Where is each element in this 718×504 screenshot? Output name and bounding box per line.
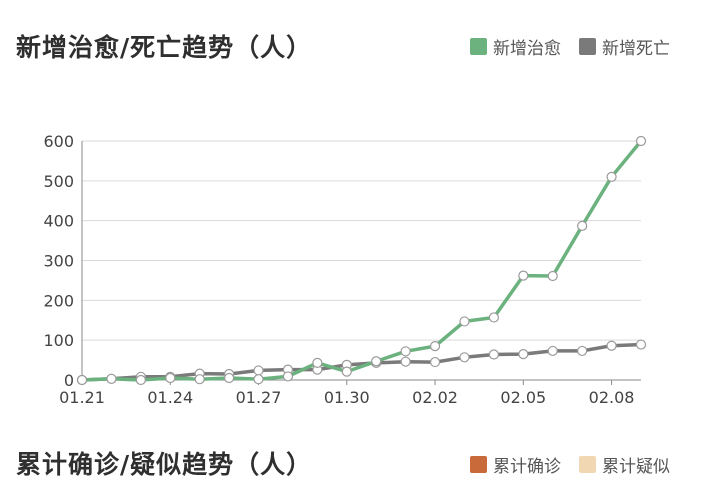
legend-label-total-suspected: 累计疑似	[602, 457, 670, 477]
point-new-deaths-02-05[interactable]	[518, 349, 529, 360]
point-new-deaths-02-01[interactable]	[400, 356, 411, 367]
legend-label-new-deaths: 新增死亡	[602, 39, 670, 59]
x-tick-label-02-02: 02.02	[412, 388, 458, 407]
y-tick-label-300: 300	[43, 252, 74, 271]
point-new-deaths-02-04[interactable]	[488, 349, 499, 360]
point-new-cured-02-05[interactable]	[518, 270, 529, 281]
chart-gridlines	[82, 140, 641, 341]
x-tick-label-02-05: 02.05	[500, 388, 546, 407]
cumulative-chart-legend: 累计确诊 累计疑似	[470, 452, 670, 477]
legend-item-new-cured[interactable]: 新增治愈	[470, 34, 561, 59]
point-new-deaths-02-07[interactable]	[577, 345, 588, 357]
point-new-cured-02-08[interactable]	[606, 171, 617, 182]
y-tick-label-0: 0	[64, 371, 74, 390]
trend-chart-title: 新增治愈/死亡趋势（人）	[16, 33, 313, 62]
point-new-deaths-02-08[interactable]	[606, 340, 617, 351]
point-new-cured-01-28[interactable]	[282, 371, 294, 382]
legend-swatch-new-cured	[470, 38, 487, 55]
point-new-cured-01-24[interactable]	[165, 372, 176, 384]
point-new-cured-01-27[interactable]	[253, 374, 264, 385]
point-new-cured-01-21[interactable]	[76, 374, 88, 386]
point-new-cured-02-01[interactable]	[400, 346, 411, 357]
x-tick-label-01-27: 01.27	[236, 388, 282, 407]
point-new-cured-02-07[interactable]	[577, 220, 588, 231]
point-new-cured-02-04[interactable]	[488, 312, 499, 323]
x-tick-label-01-21: 01.21	[59, 388, 105, 407]
trend-chart-legend: 新增治愈 新增死亡	[470, 34, 670, 59]
point-new-cured-01-26[interactable]	[224, 372, 235, 384]
legend-item-new-deaths[interactable]: 新增死亡	[579, 34, 670, 59]
legend-swatch-total-suspected	[579, 456, 596, 473]
point-new-cured-02-09[interactable]	[635, 135, 647, 147]
point-new-cured-01-22[interactable]	[106, 373, 117, 384]
point-new-cured-01-29[interactable]	[312, 357, 323, 368]
x-tick-label-01-24: 01.24	[147, 388, 193, 407]
y-tick-label-400: 400	[43, 212, 74, 231]
legend-label-new-cured: 新增治愈	[493, 39, 561, 59]
chart-axes	[81, 141, 641, 381]
point-new-cured-02-03[interactable]	[459, 316, 470, 327]
y-tick-label-200: 200	[43, 291, 74, 310]
legend-item-total-confirmed[interactable]: 累计确诊	[470, 452, 561, 477]
legend-item-total-suspected[interactable]: 累计疑似	[579, 452, 670, 477]
point-new-deaths-02-09[interactable]	[635, 339, 647, 350]
x-axis-ticks: 01.21 01.24 01.27 01.30 02.02 02.05 02.08	[59, 380, 634, 407]
cumulative-chart-title: 累计确诊/疑似趋势（人）	[16, 450, 313, 479]
point-new-cured-01-25[interactable]	[194, 374, 205, 385]
y-tick-label-600: 600	[43, 132, 74, 151]
point-new-deaths-01-27[interactable]	[253, 365, 264, 376]
point-new-cured-01-23[interactable]	[135, 374, 146, 386]
point-new-cured-02-02[interactable]	[429, 341, 441, 352]
point-new-deaths-02-02[interactable]	[429, 356, 441, 368]
point-new-cured-02-06[interactable]	[547, 270, 558, 282]
chart-series	[76, 135, 647, 386]
x-tick-label-01-30: 01.30	[324, 388, 370, 407]
legend-label-total-confirmed: 累计确诊	[493, 457, 561, 477]
y-axis-ticks: 0 100 200 300 400 500 600	[43, 132, 74, 390]
point-new-cured-01-31[interactable]	[371, 356, 382, 367]
point-new-deaths-02-06[interactable]	[547, 345, 558, 357]
legend-swatch-total-confirmed	[470, 456, 487, 473]
point-new-deaths-02-03[interactable]	[459, 352, 470, 363]
legend-swatch-new-deaths	[579, 38, 596, 55]
point-new-cured-01-30[interactable]	[341, 366, 352, 377]
x-tick-label-02-08: 02.08	[589, 388, 635, 407]
trend-line-chart: 0 100 200 300 400 500 600 01.21 01.24 01.27 01.30…	[43, 132, 647, 407]
y-tick-label-500: 500	[43, 172, 74, 191]
y-tick-label-100: 100	[43, 331, 74, 350]
